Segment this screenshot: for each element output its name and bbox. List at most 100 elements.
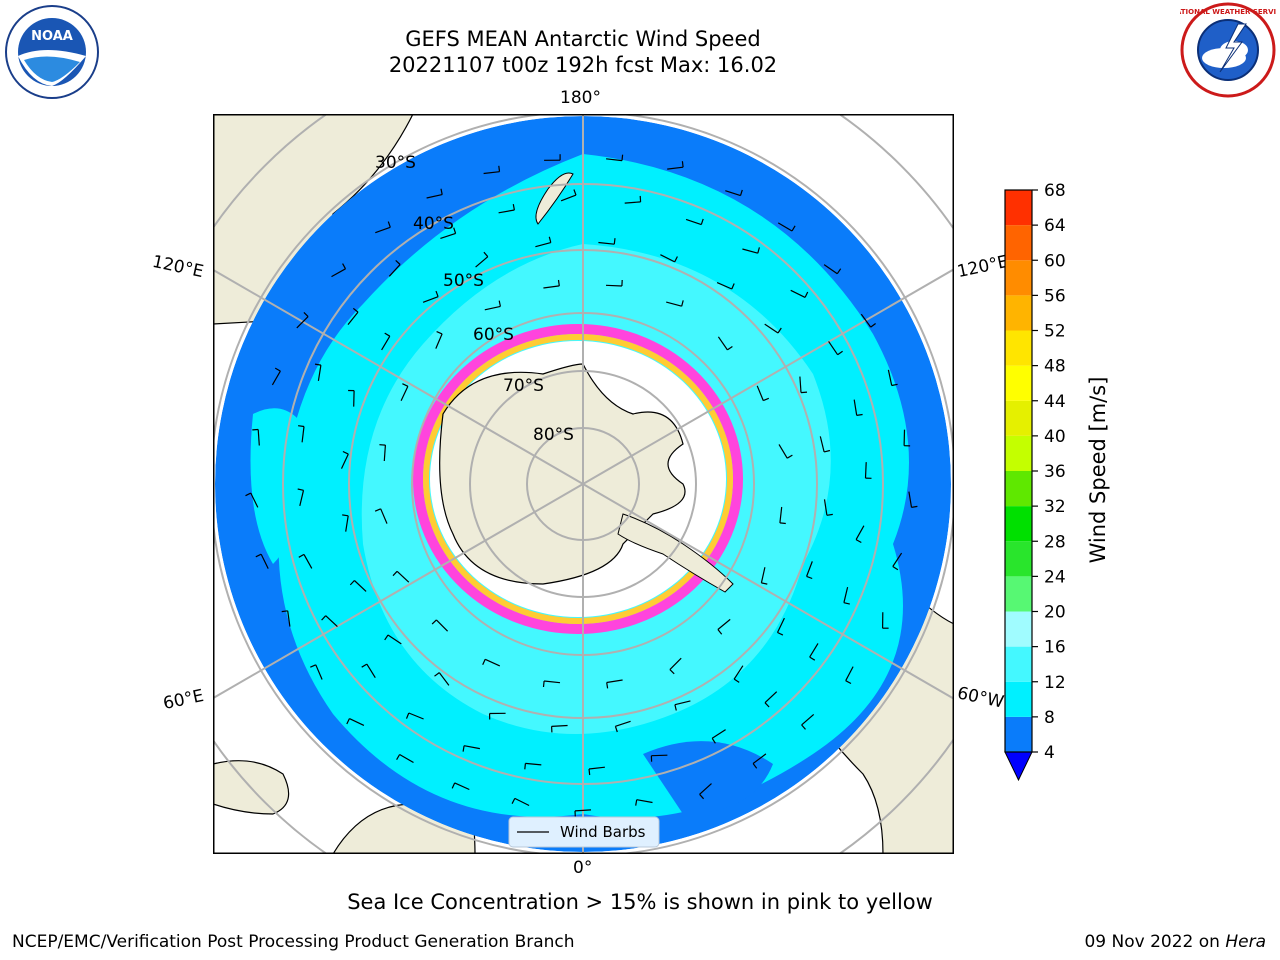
colorbar-extend-arrow bbox=[1004, 751, 1033, 782]
wind-barb-staff bbox=[717, 336, 728, 351]
sea-ice-pink bbox=[413, 324, 743, 634]
colorbar-band bbox=[1005, 190, 1032, 226]
wind-barb-staff bbox=[383, 445, 386, 462]
colorbar-band bbox=[1005, 681, 1032, 717]
wind-barb-flag bbox=[349, 580, 355, 586]
wind-barb-flag bbox=[255, 553, 262, 558]
colorbar: 4 8 12 16 20 24 28 32 36 40 44 48 52 56 60 64 68 Wind Sp… bbox=[995, 180, 1115, 790]
wind-barb-flag bbox=[548, 236, 552, 243]
wind-barb-flag bbox=[733, 678, 740, 683]
wind-barb-staff bbox=[887, 369, 893, 386]
colorbar-label: Wind Speed [m/s] bbox=[1086, 377, 1110, 564]
wind-barb-staff bbox=[669, 657, 682, 671]
wind-patch-1 bbox=[413, 234, 513, 304]
wind-barb-flag bbox=[614, 726, 618, 733]
wind-barb-flag bbox=[711, 737, 716, 744]
wind-barb-staff bbox=[296, 316, 309, 329]
wind-barb-flag bbox=[483, 251, 489, 258]
wind-barb-staff bbox=[299, 490, 305, 507]
map-frame bbox=[213, 114, 954, 854]
wind-barb-staff bbox=[353, 580, 367, 592]
wind-barb-staff bbox=[819, 436, 825, 453]
wind-barb-staff bbox=[717, 618, 731, 630]
wind-barb-flag bbox=[395, 259, 401, 265]
wind-barb-staff bbox=[463, 745, 481, 750]
colorbar-band bbox=[1005, 611, 1032, 647]
colorbar-tick-label: 20 bbox=[1044, 603, 1066, 623]
wind-barb-flag bbox=[892, 565, 899, 571]
colorbar-tick-label: 68 bbox=[1044, 181, 1066, 201]
wind-barb-staff bbox=[315, 664, 323, 680]
colorbar-band bbox=[1005, 330, 1032, 366]
wind-barb-flag bbox=[451, 782, 456, 789]
lat-label-30s: 30°S bbox=[375, 153, 416, 173]
wind-barb-staff bbox=[892, 552, 903, 567]
wind-barb-flag bbox=[804, 291, 809, 298]
lat-label-40s: 40°S bbox=[413, 214, 454, 234]
colorbar-tick-label: 36 bbox=[1044, 462, 1066, 482]
wind-barb-flag bbox=[557, 279, 560, 286]
wind-barb-staff bbox=[733, 665, 744, 680]
wind-barb-staff bbox=[475, 256, 489, 268]
colorbar-bands bbox=[1004, 189, 1033, 782]
wind-barb-flag bbox=[613, 238, 616, 245]
wind-barb-staff bbox=[667, 166, 684, 170]
footer-org: NCEP/EMC/Verification Post Processing Pr… bbox=[12, 932, 575, 952]
wind-barb-staff bbox=[660, 254, 675, 263]
wind-barb-flag bbox=[761, 582, 768, 585]
wind-barb-flag bbox=[310, 664, 317, 668]
wind-barb-flag bbox=[405, 712, 410, 719]
colorbar-tick-label: 12 bbox=[1044, 673, 1066, 693]
legend-label: Wind Barbs bbox=[560, 823, 646, 841]
wind-barb-staff bbox=[380, 508, 388, 524]
wind-barb-flag bbox=[870, 323, 876, 328]
wind-barb-flag bbox=[281, 610, 288, 613]
wind-barb-staff bbox=[855, 525, 865, 540]
wind-barb-staff bbox=[366, 663, 376, 679]
polar-map-svg: 30°S 40°S 50°S 60°S 70°S 80°S Wind Barbs bbox=[213, 114, 954, 854]
lon-label-120e: 120°E bbox=[150, 251, 206, 283]
colorbar-tick-label: 16 bbox=[1044, 638, 1066, 658]
wind-barb-flag bbox=[498, 165, 501, 172]
colorbar-band bbox=[1005, 471, 1032, 507]
noaa-logo: NOAA bbox=[4, 4, 100, 100]
wind-barb-staff bbox=[598, 241, 615, 245]
wind-barb-staff bbox=[349, 718, 365, 726]
wind-barb-staff bbox=[636, 799, 653, 804]
wind-barb-staff bbox=[388, 264, 401, 277]
wind-barb-staff bbox=[454, 782, 470, 791]
wind-barb-flag bbox=[511, 798, 516, 804]
wind-barb-flag bbox=[731, 283, 735, 290]
wind-barb-flag bbox=[297, 488, 304, 491]
wind-barb-staff bbox=[742, 248, 758, 254]
wind-barb-staff bbox=[435, 333, 443, 349]
wind-barb-flag bbox=[482, 659, 486, 666]
colorbar-tick-label: 40 bbox=[1044, 427, 1066, 447]
wind-barb-flag bbox=[791, 225, 796, 232]
wind-barb-staff bbox=[790, 289, 806, 298]
wind-barb-flag bbox=[856, 413, 863, 416]
wind-barb-staff bbox=[347, 311, 359, 325]
wind-barb-staff bbox=[287, 610, 291, 627]
colorbar-tick-label: 44 bbox=[1044, 392, 1066, 412]
wind-barb-staff bbox=[399, 753, 414, 764]
wind-barb-flag bbox=[314, 363, 322, 366]
colorbar-band bbox=[1005, 541, 1032, 577]
wind-barb-flag bbox=[836, 268, 842, 275]
wind-barb-staff bbox=[483, 171, 500, 175]
wind-barb-staff bbox=[809, 643, 819, 658]
wind-barb-flag bbox=[431, 619, 437, 625]
wind-barb-staff bbox=[250, 492, 259, 508]
wind-barb-flag bbox=[573, 189, 577, 196]
wind-barb-flag bbox=[837, 350, 843, 356]
wind-barb-staff bbox=[381, 335, 391, 351]
wind-barb-staff bbox=[606, 679, 623, 684]
colorbar-tick-label: 8 bbox=[1044, 708, 1055, 728]
wind-barb-staff bbox=[426, 194, 443, 199]
wind-barb-flag bbox=[806, 575, 813, 580]
meridian-60e-120w bbox=[213, 268, 954, 700]
wind-barb-staff bbox=[317, 365, 322, 381]
nws-logo-text: NATIONAL WEATHER SERVICE bbox=[1180, 8, 1276, 16]
wind-barb-staff bbox=[699, 783, 712, 795]
wind-barb-staff bbox=[806, 561, 813, 577]
